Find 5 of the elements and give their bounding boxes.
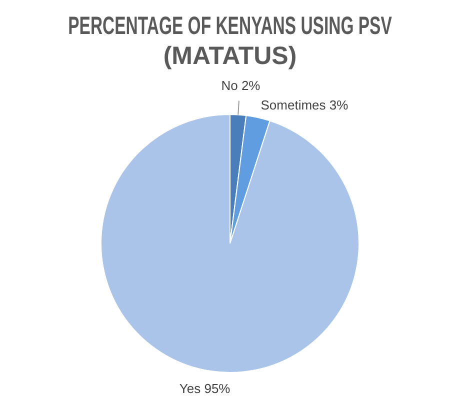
slice-label: Sometimes 3%: [260, 97, 349, 112]
slice-label: Yes 95%: [179, 380, 231, 396]
text: (MATATUS): [163, 42, 297, 70]
text: PERCENTAGE OF KENYANS USING PSV: [68, 12, 392, 40]
slice-label: No 2%: [221, 78, 261, 93]
